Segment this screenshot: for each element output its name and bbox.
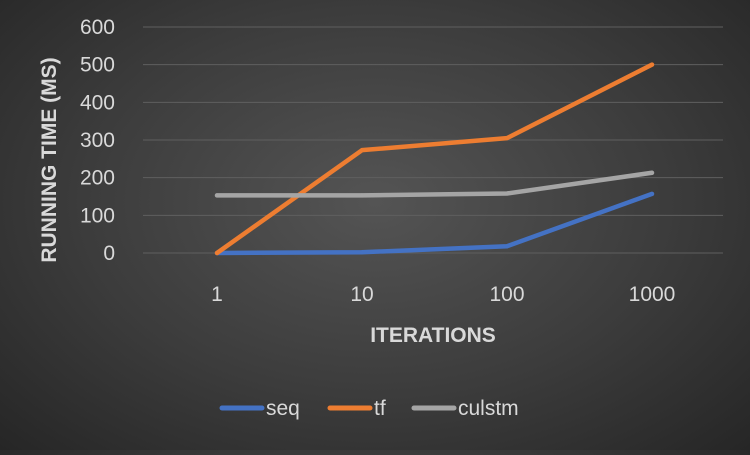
data-point bbox=[505, 191, 509, 196]
legend-label: culstm bbox=[458, 397, 519, 420]
legend-item-culstm: culstm bbox=[411, 397, 519, 420]
y-axis-title: RUNNING TIME (MS) bbox=[38, 57, 61, 262]
series-culstm bbox=[214, 170, 655, 198]
data-point bbox=[650, 170, 654, 175]
data-point bbox=[360, 148, 364, 153]
x-tick-label: 1 bbox=[211, 283, 223, 306]
series-line-tf bbox=[214, 62, 655, 256]
series-seq bbox=[214, 191, 655, 256]
x-axis-title: ITERATIONS bbox=[370, 324, 496, 347]
data-point bbox=[360, 193, 364, 198]
series-line-culstm bbox=[214, 170, 655, 198]
data-point bbox=[650, 62, 654, 67]
data-point bbox=[360, 250, 364, 255]
gridlines bbox=[143, 26, 723, 254]
y-tick-label: 200 bbox=[80, 167, 115, 190]
data-point bbox=[505, 136, 509, 141]
legend-label: seq bbox=[266, 397, 300, 420]
data-point bbox=[650, 191, 654, 196]
y-tick-label: 500 bbox=[80, 54, 115, 77]
legend: seq tf culstm bbox=[219, 397, 519, 420]
legend-item-seq: seq bbox=[219, 397, 300, 420]
data-point bbox=[215, 251, 219, 255]
legend-label: tf bbox=[374, 397, 386, 420]
series-line-seq bbox=[214, 191, 655, 256]
series-lines bbox=[214, 62, 655, 256]
x-tick-label: 1000 bbox=[629, 283, 676, 306]
data-point bbox=[215, 193, 219, 198]
y-tick-label: 0 bbox=[103, 242, 115, 265]
data-point bbox=[505, 244, 509, 249]
x-tick-label: 100 bbox=[489, 283, 524, 306]
x-tick-label: 10 bbox=[350, 283, 373, 306]
y-tick-label: 300 bbox=[80, 129, 115, 152]
y-tick-label: 400 bbox=[80, 91, 115, 114]
y-axis-ticks: 0 100 200 300 400 500 600 bbox=[80, 16, 115, 265]
series-tf bbox=[214, 62, 655, 256]
legend-item-tf: tf bbox=[327, 397, 386, 420]
y-tick-label: 600 bbox=[80, 16, 115, 39]
x-axis-ticks: 1 10 100 1000 bbox=[211, 283, 675, 306]
y-tick-label: 100 bbox=[80, 204, 115, 227]
